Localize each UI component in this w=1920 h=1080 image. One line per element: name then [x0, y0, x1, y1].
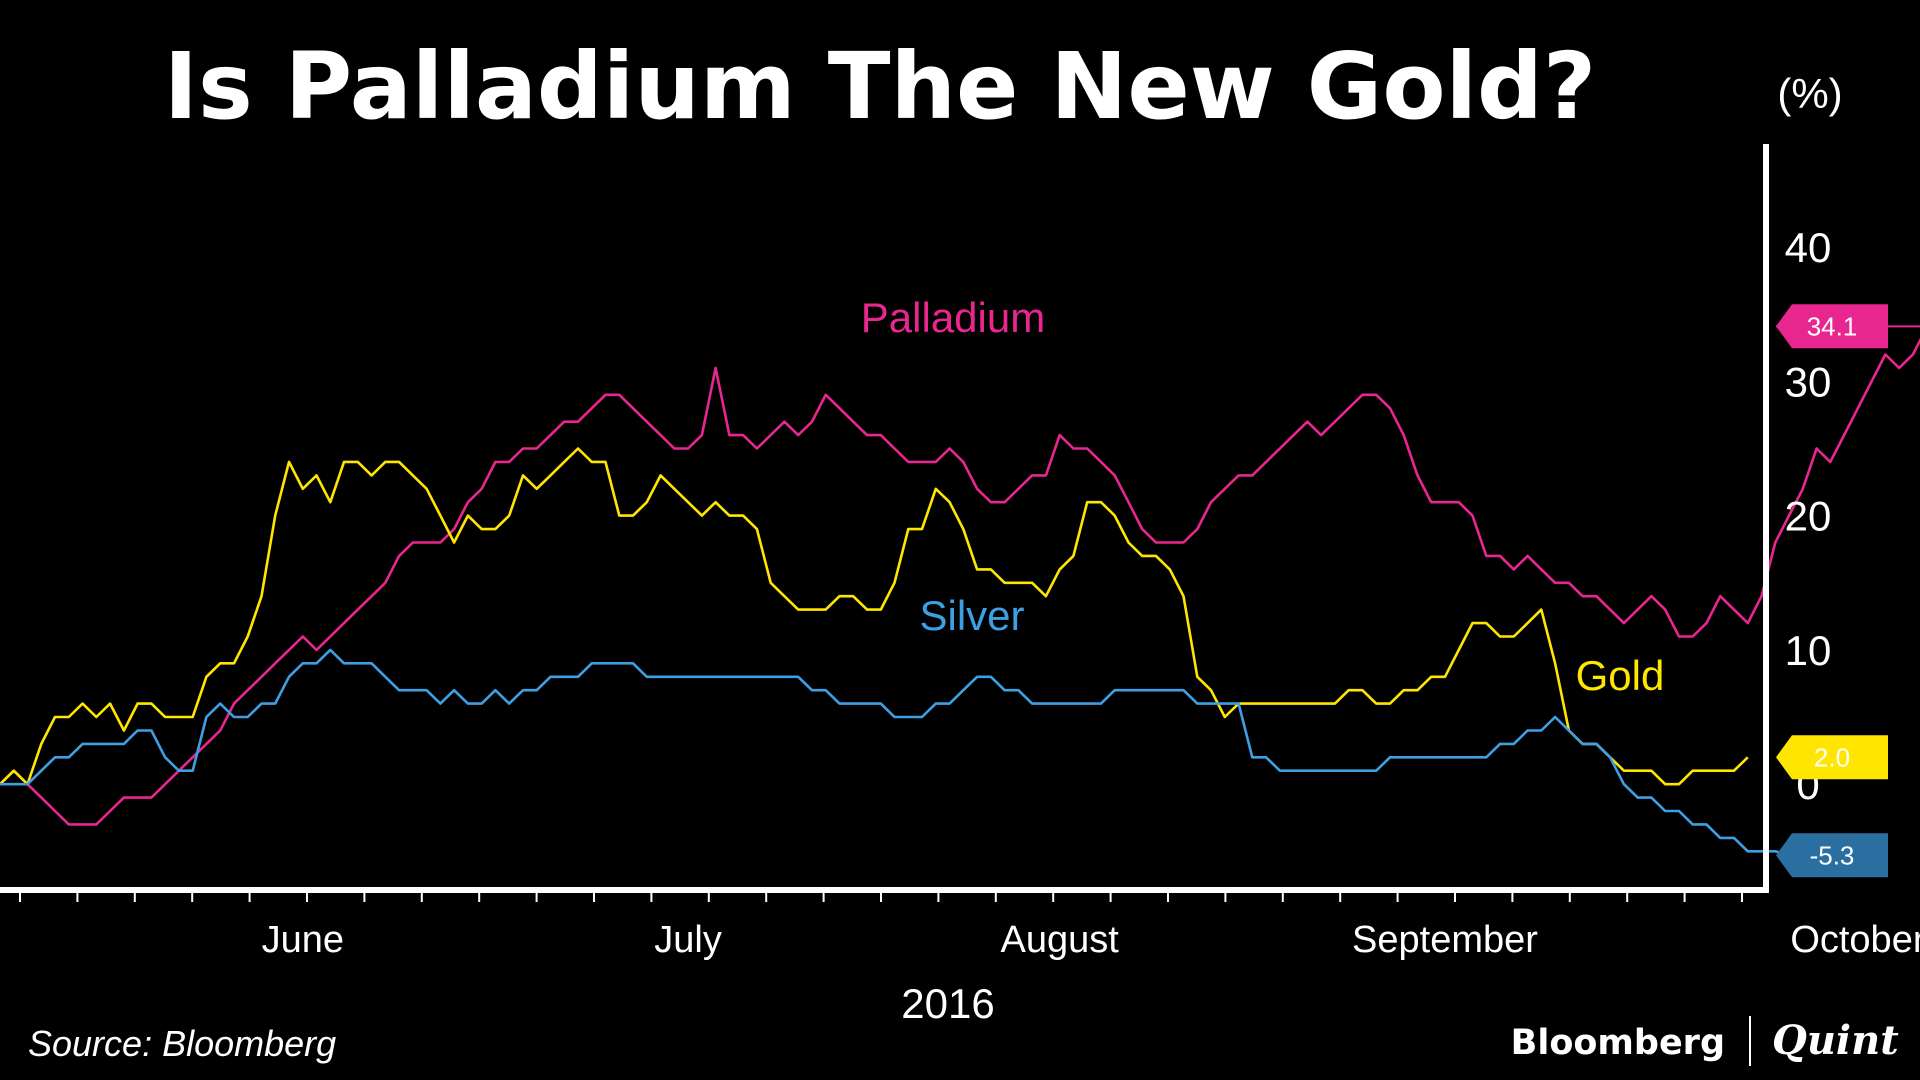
source-note: Source: Bloomberg [28, 1023, 336, 1064]
series-label-layer: Palladium Gold Silver [861, 294, 1665, 699]
y-tick-label: 40 [1785, 224, 1832, 271]
series-line-gold [0, 447, 1749, 786]
series-line-palladium [0, 337, 1920, 826]
y-tick-label: 10 [1785, 627, 1832, 674]
value-tag-label-palladium: 34.1 [1807, 311, 1858, 341]
brand-bloomberg: Bloomberg [1511, 1023, 1725, 1063]
series-label-gold: Gold [1576, 652, 1665, 699]
month-label-september: September [1352, 919, 1538, 961]
chart-title: Is Palladium The New Gold? [164, 33, 1597, 140]
month-label-august: August [1001, 919, 1120, 961]
value-tag-label-silver: -5.3 [1810, 840, 1855, 870]
brand-logo: Bloomberg Quint [1511, 1016, 1899, 1066]
month-label-layer: JuneJulyAugustSeptemberOctoberNovember [262, 919, 1920, 961]
value-tag-label-gold: 2.0 [1814, 742, 1850, 772]
month-label-july: July [654, 919, 722, 961]
series-line-silver [0, 648, 1790, 857]
brand-quint: Quint [1772, 1017, 1899, 1064]
x-tick-layer [19, 893, 1743, 902]
y-unit-label: (%) [1777, 70, 1842, 117]
series-label-silver: Silver [919, 592, 1024, 639]
value-tag-gold [1776, 735, 1888, 780]
y-tick-label: 30 [1785, 358, 1832, 405]
value-tag-palladium [1776, 304, 1888, 349]
series-label-palladium: Palladium [861, 294, 1045, 341]
series-layer [0, 337, 1920, 857]
month-label-october: October [1790, 919, 1920, 961]
y-tick-label: 20 [1785, 493, 1832, 540]
value-tag-silver [1776, 833, 1888, 878]
x-axis-title: 2016 [901, 980, 994, 1027]
value-tag-layer: 34.1 2.0 -5.3 [1776, 304, 1920, 878]
month-label-june: June [262, 919, 344, 961]
